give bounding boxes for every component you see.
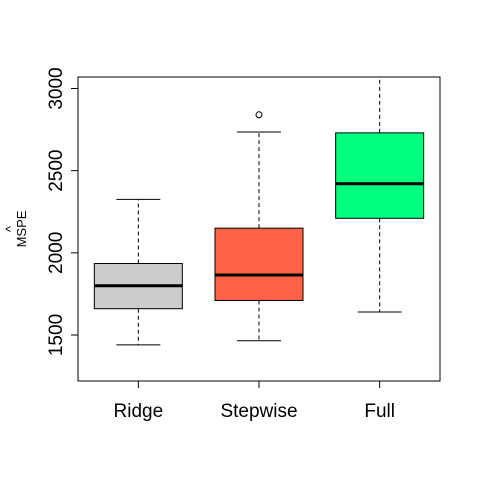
x-tick-label: Stepwise xyxy=(220,401,297,422)
y-tick-label: 2000 xyxy=(46,232,67,274)
y-axis-label: MSPE xyxy=(14,210,29,247)
box-iqr xyxy=(335,132,425,219)
y-tick-label: 1500 xyxy=(46,314,67,356)
boxes xyxy=(93,76,425,346)
y-axis-label-accent: ^ xyxy=(3,225,18,232)
y-axis: 1500 2000 2500 3000 xyxy=(46,67,79,356)
x-tick-label: Ridge xyxy=(114,401,164,422)
x-tick-label: Full xyxy=(364,401,395,422)
box-ridge xyxy=(93,198,183,346)
box-full xyxy=(335,76,425,313)
box-iqr xyxy=(214,227,304,301)
y-tick-label: 3000 xyxy=(46,67,67,109)
x-axis: Ridge Stepwise Full xyxy=(114,380,395,422)
y-tick-label: 2500 xyxy=(46,150,67,192)
outlier-point xyxy=(255,111,263,119)
box-stepwise xyxy=(214,111,304,342)
